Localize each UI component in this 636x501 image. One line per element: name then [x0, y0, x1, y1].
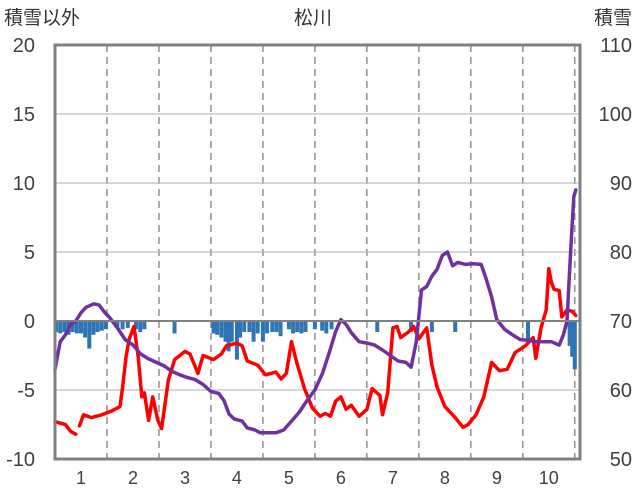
bar	[324, 321, 329, 334]
red-line	[77, 266, 578, 431]
bar	[299, 321, 304, 334]
bar	[78, 321, 83, 334]
bar	[255, 321, 260, 334]
bar	[229, 321, 234, 342]
chart-title: 松川	[294, 7, 332, 29]
x-tick: 5	[284, 468, 294, 488]
purple-line	[53, 188, 578, 435]
y-tick-right: 50	[610, 449, 632, 471]
bar	[215, 321, 220, 335]
bar	[567, 321, 572, 346]
y-tick-left: -5	[17, 380, 35, 402]
y-tick-right: 100	[599, 104, 632, 126]
bar	[238, 321, 243, 338]
bar	[429, 321, 434, 333]
bar	[247, 321, 252, 333]
bar	[295, 321, 300, 333]
y-tick-left: 10	[13, 173, 35, 195]
right-axis-label: 積雪	[594, 7, 632, 29]
y-tick-left: -10	[6, 449, 35, 471]
x-tick: 8	[440, 468, 450, 488]
bar	[70, 321, 75, 333]
y-axis-right-ticks: 110 100 90 80 70 60 50	[599, 35, 632, 471]
bar	[526, 321, 531, 342]
x-tick: 2	[128, 468, 138, 488]
bar	[251, 321, 256, 342]
x-tick: 10	[539, 468, 559, 488]
bar	[375, 321, 380, 333]
bar	[223, 321, 228, 342]
x-tick: 7	[388, 468, 398, 488]
y-tick-right: 80	[610, 242, 632, 264]
y-tick-left: 20	[13, 35, 35, 57]
y-tick-right: 70	[610, 311, 632, 333]
bar	[74, 321, 79, 334]
bar	[115, 321, 120, 328]
bar	[265, 321, 270, 334]
bar	[95, 321, 100, 333]
y-tick-right: 60	[610, 380, 632, 402]
bar	[572, 321, 577, 370]
bar	[87, 321, 92, 349]
bar	[409, 321, 414, 333]
y-tick-left: 0	[24, 311, 35, 333]
x-tick: 3	[180, 468, 190, 488]
bar	[99, 321, 104, 331]
bar	[226, 321, 231, 352]
y-tick-left: 5	[24, 242, 35, 264]
bar	[211, 321, 216, 334]
bar	[103, 321, 108, 330]
plot-frame	[53, 43, 582, 461]
bar	[83, 321, 88, 338]
y-tick-right: 90	[610, 173, 632, 195]
bar	[312, 321, 317, 330]
x-axis-ticks: 1 2 3 4 5 6 7 8 9 10	[76, 468, 559, 488]
bar	[62, 321, 67, 333]
bar	[125, 321, 130, 328]
line-series	[53, 188, 578, 436]
bar	[234, 321, 239, 360]
bar-series	[54, 321, 577, 370]
bar	[329, 321, 334, 330]
x-tick: 4	[232, 468, 242, 488]
x-tick: 6	[336, 468, 346, 488]
bar	[286, 321, 291, 330]
x-tick: 1	[76, 468, 86, 488]
y-tick-right: 110	[600, 35, 632, 57]
bar	[134, 321, 139, 330]
bar	[91, 321, 96, 335]
x-tick: 9	[492, 468, 502, 488]
y-tick-left: 15	[13, 104, 35, 126]
bar	[320, 321, 325, 331]
bar	[303, 321, 308, 333]
bar	[278, 321, 283, 337]
bar	[138, 321, 143, 333]
red-line	[53, 419, 78, 436]
bar	[219, 321, 224, 338]
y-axis-left-ticks: 20 15 10 5 0 -5 -10	[6, 35, 35, 471]
left-axis-label: 積雪以外	[4, 7, 80, 29]
bar	[120, 321, 125, 330]
bar	[570, 321, 575, 357]
bar	[172, 321, 177, 334]
bar	[142, 321, 147, 330]
bar	[242, 321, 247, 333]
bar	[291, 321, 296, 334]
bar	[270, 321, 275, 333]
bar	[453, 321, 458, 333]
bar	[58, 321, 63, 334]
bar	[260, 321, 265, 342]
bar	[274, 321, 279, 333]
